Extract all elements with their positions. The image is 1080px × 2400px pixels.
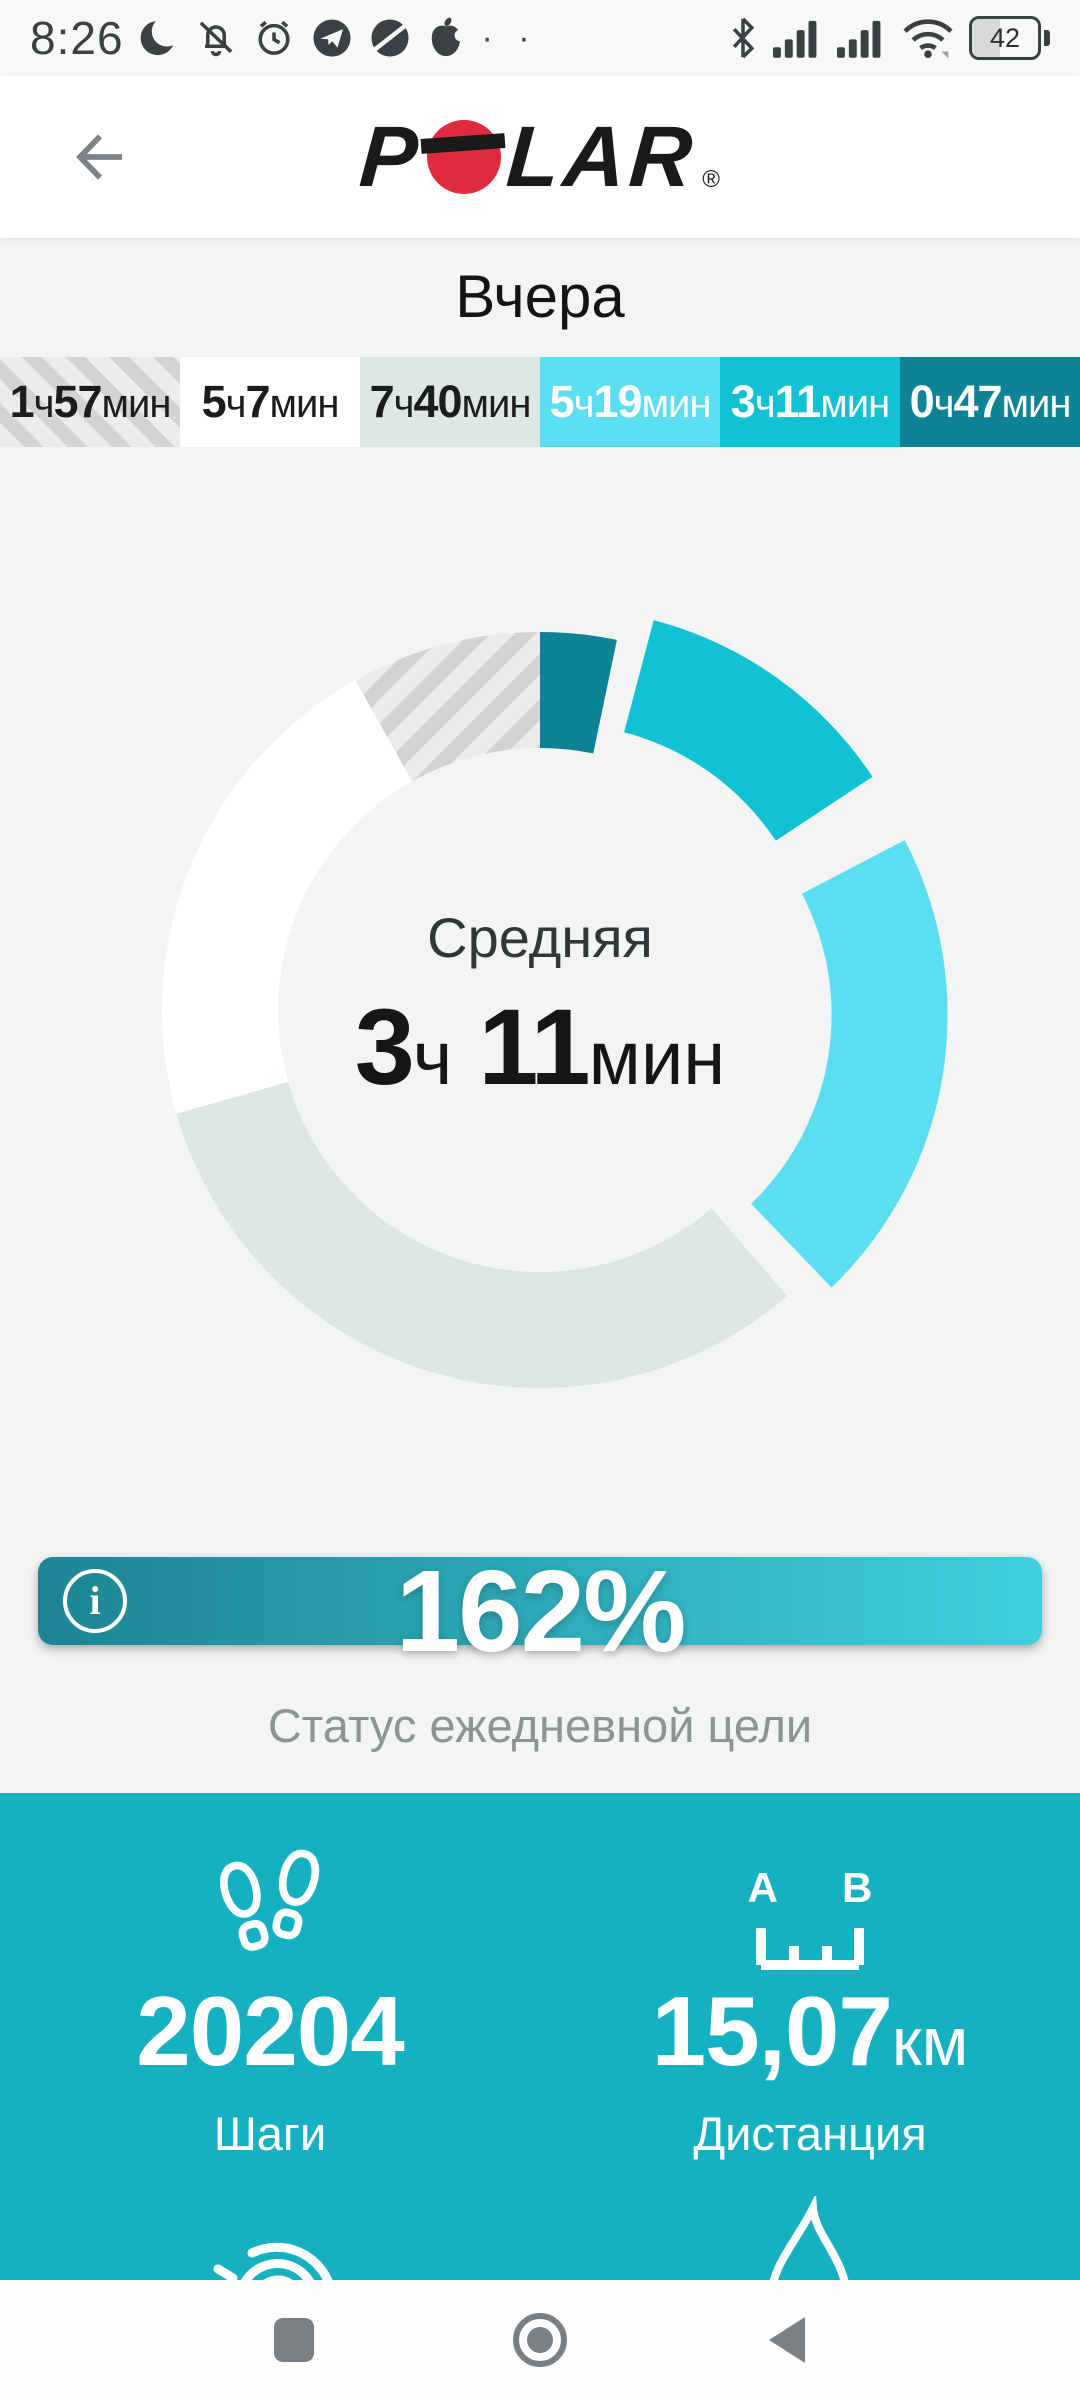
donut-segment [176, 1081, 788, 1388]
recents-button[interactable] [264, 2310, 324, 2370]
donut-segment [355, 632, 540, 782]
distance-icon: A B [747, 1848, 873, 1970]
apple-icon [426, 16, 466, 60]
registered-mark: ® [702, 166, 720, 193]
donut-segment [624, 620, 873, 841]
browser-icon [368, 16, 412, 60]
goal-caption: Статус ежедневной цели [267, 1699, 813, 1752]
distance-metric: A B 15,07 км Дистанция [540, 1793, 1080, 2161]
status-bar: 8:26 [0, 0, 1080, 76]
battery-percent: 42 [989, 22, 1021, 53]
distance-value: 15,07 км [651, 1976, 969, 2086]
activity-legend: 1ч57мин 5ч7мин 7ч40мин 5ч19мин 3ч11мин 0… [0, 357, 1080, 447]
cell-signal-1-icon [773, 18, 823, 58]
legend-segment-medium-activity: 3ч11мин [720, 357, 900, 447]
cell-signal-2-icon [837, 18, 887, 58]
donut-segment [540, 632, 617, 754]
bluetooth-icon [727, 16, 759, 60]
legend-segment-non-wear: 1ч57мин [0, 357, 180, 447]
steps-metric: 20204 Шаги [0, 1793, 540, 2161]
battery-icon: 42 [969, 16, 1050, 60]
donut-segment [751, 840, 948, 1288]
steps-label: Шаги [213, 2107, 327, 2160]
info-icon: i [89, 1578, 101, 1623]
metrics-panel: 20204 Шаги A B 15,07 км Дистанция [0, 1793, 1080, 2280]
distance-label: Дистанция [693, 2107, 927, 2160]
active-time-icon [0, 2196, 540, 2280]
telegram-icon [310, 16, 354, 60]
steps-value: 20204 [136, 1976, 405, 2086]
polar-logo-lar: LAR [504, 109, 700, 205]
distance-marker-b: B [842, 1864, 873, 1911]
back-button[interactable] [62, 119, 138, 195]
legend-segment-low-activity: 5ч19мин [540, 357, 720, 447]
polar-logo: P LAR ® [0, 109, 1080, 205]
legend-segment-high-activity: 0ч47мин [900, 357, 1080, 447]
page-title: Вчера [455, 263, 625, 330]
more-dots-icon: · · [481, 18, 538, 57]
clock: 8:26 [30, 12, 124, 64]
polar-logo-p: P [356, 109, 425, 205]
activity-donut-chart [161, 620, 948, 1388]
legend-segment-rest: 5ч7мин [180, 357, 360, 447]
alarm-clock-icon [252, 16, 296, 60]
distance-marker-a: A [747, 1864, 778, 1911]
moon-icon [138, 17, 180, 59]
wifi-icon [901, 16, 955, 60]
calories-icon [540, 2196, 1080, 2280]
back-nav-button[interactable] [756, 2310, 816, 2370]
home-button[interactable] [510, 2310, 570, 2370]
donut-segment [161, 680, 413, 1114]
legend-segment-sitting: 7ч40мин [360, 357, 540, 447]
android-nav-bar [0, 2280, 1080, 2400]
bell-off-icon [194, 16, 238, 60]
polar-logo-o-icon [421, 120, 506, 194]
status-bar-left: 8:26 [30, 11, 538, 65]
daily-goal-progress-bar[interactable]: i [38, 1557, 1042, 1645]
info-button[interactable]: i [63, 1569, 127, 1633]
footsteps-icon [205, 1848, 335, 1970]
status-bar-right: 42 [727, 16, 1050, 60]
app-header: P LAR ® [0, 76, 1080, 238]
